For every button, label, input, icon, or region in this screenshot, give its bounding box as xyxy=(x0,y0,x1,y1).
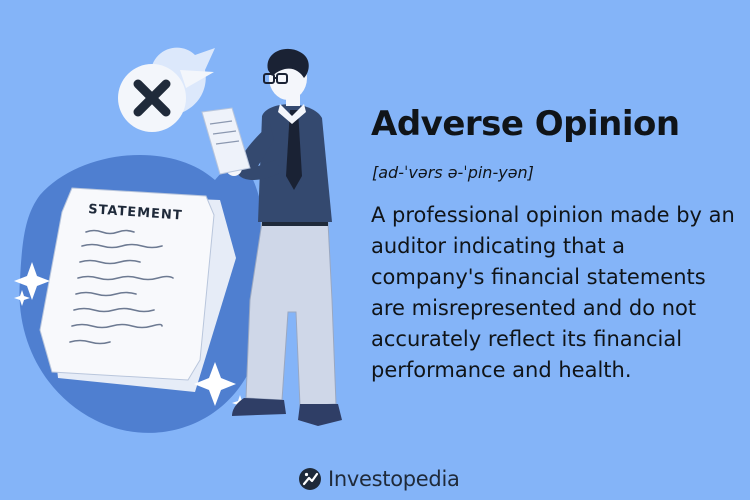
sparkle-icon xyxy=(14,262,50,300)
page-title: Adverse Opinion xyxy=(371,104,680,144)
sparkle-icon xyxy=(194,362,236,406)
pronunciation: [ad-ˈvərs ə-ˈpin-yən] xyxy=(372,163,534,182)
definition-text: A professional opinion made by an audito… xyxy=(371,203,735,382)
investopedia-logo-icon xyxy=(299,468,321,490)
statement-document: STATEMENT xyxy=(39,187,236,392)
brand-logo: Investopedia xyxy=(298,464,460,494)
sparkle-icon xyxy=(14,290,30,306)
illustration: STATEMENT xyxy=(14,47,342,433)
person-figure xyxy=(201,48,342,426)
x-mark-icon xyxy=(118,47,215,132)
brand-name: Investopedia xyxy=(328,467,460,491)
document-heading: STATEMENT xyxy=(88,202,183,224)
